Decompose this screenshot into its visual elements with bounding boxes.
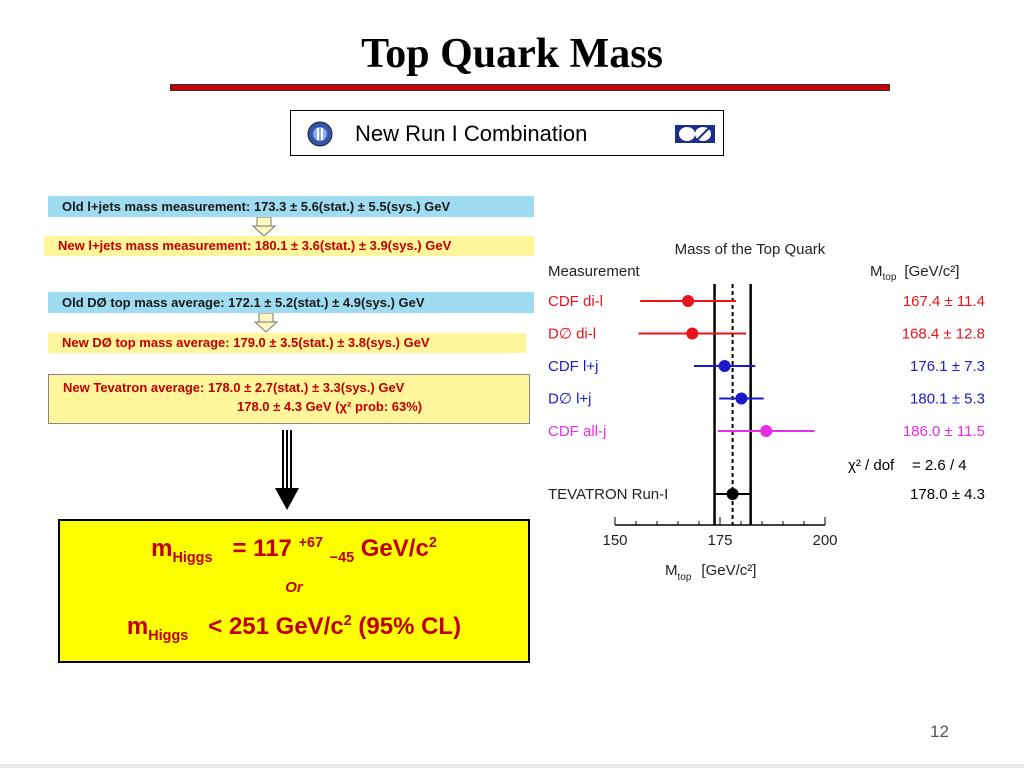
footer-rule [0, 764, 1024, 768]
higgs-upper-error: +67 [298, 535, 323, 551]
higgs-subscript: Higgs [148, 627, 189, 644]
measurement-point [760, 425, 773, 437]
measurement-point [682, 295, 695, 307]
measurement-label: CDF all-j [548, 423, 606, 440]
measurement-label: D∅ di-l [548, 326, 596, 343]
higgs-central-value: = 117 [232, 535, 292, 562]
cdf-logo-icon [307, 121, 333, 147]
top-mass-chart: Mass of the Top Quark Measurement Mtop [G… [548, 241, 985, 583]
measurement-point [686, 327, 699, 340]
x-tick-label: 175 [707, 532, 732, 549]
combined-value: 178.0 ± 4.3 [910, 486, 985, 503]
title-underline [170, 84, 890, 91]
plot-frame: 150 175 200 [602, 284, 838, 549]
tevatron-average-line1: New Tevatron average: 178.0 ± 2.7(stat.)… [63, 380, 405, 395]
measurement-value: 176.1 ± 7.3 [910, 358, 985, 375]
x-axis-subscript: top [678, 572, 692, 583]
measurement-point [718, 360, 731, 372]
tevatron-average-line2: 178.0 ± 4.3 GeV (χ² prob: 63%) [237, 399, 423, 414]
chart-title: Mass of the Top Quark [675, 241, 826, 258]
column-measurement-header: Measurement [548, 263, 641, 280]
chart-marks: CDF di-l 167.4 ± 11.4 D∅ di-l 168.4 ± 12.8 C… [548, 293, 985, 503]
higgs-unit-exponent: 2 [428, 535, 437, 551]
higgs-confidence-level: (95% CL) [358, 613, 462, 640]
chi2-value: = 2.6 / 4 [912, 457, 967, 474]
old-ljets-measurement: Old l+jets mass measurement: 173.3 ± 5.6… [48, 196, 534, 217]
higgs-subscript: Higgs [172, 549, 213, 566]
measurement-value: 168.4 ± 12.8 [902, 326, 985, 343]
run-combination-banner: New Run I Combination [290, 110, 724, 156]
higgs-or-text: Or [285, 579, 303, 596]
old-d0-average: Old DØ top mass average: 172.1 ± 5.2(sta… [48, 292, 534, 313]
column-value-unit: [GeV/c²] [904, 263, 959, 280]
slide-title: Top Quark Mass [361, 31, 663, 77]
x-axis-symbol: M [665, 562, 678, 579]
measurement-point [735, 392, 748, 405]
new-ljets-measurement: New l+jets mass measurement: 180.1 ± 3.6… [44, 236, 534, 256]
higgs-m-symbol: m [126, 613, 149, 640]
x-axis-label: Mtop [GeV/c²] [665, 562, 756, 583]
d0-logo-icon [675, 125, 715, 143]
higgs-lower-error: −45 [329, 549, 355, 566]
higgs-limit-value: < 251 GeV/c [208, 613, 344, 640]
higgs-unit-exponent: 2 [343, 613, 352, 629]
higgs-m-symbol: m [151, 535, 173, 562]
measurement-value: 186.0 ± 11.5 [903, 423, 985, 440]
x-tick-label: 200 [812, 532, 837, 549]
column-value-header: Mtop [GeV/c²] [870, 263, 959, 283]
measurement-value: 180.1 ± 5.3 [910, 391, 985, 408]
measurement-label: CDF di-l [548, 293, 603, 310]
higgs-mass-box: mHiggs = 117 +67 −45 GeV/c2 Or mHiggs < … [58, 519, 530, 663]
column-value-label: M [870, 263, 883, 280]
higgs-limit-line: mHiggs < 251 GeV/c2 (95% CL) [60, 613, 528, 644]
x-tick-label: 150 [602, 532, 627, 549]
big-down-arrow-icon [275, 430, 299, 510]
page-number: 12 [930, 722, 949, 741]
higgs-unit: GeV/c [360, 535, 429, 562]
new-d0-average: New DØ top mass average: 179.0 ± 3.5(sta… [48, 333, 526, 353]
higgs-mass-line: mHiggs = 117 +67 −45 GeV/c2 [60, 535, 528, 566]
measurement-label: D∅ l+j [548, 391, 592, 408]
combined-label: TEVATRON Run-I [548, 486, 668, 503]
down-arrow-icon [254, 313, 278, 333]
x-axis-unit: [GeV/c²] [701, 562, 756, 579]
measurement-value: 167.4 ± 11.4 [903, 293, 985, 310]
chi2-label: χ² / dof [848, 457, 895, 474]
column-value-subscript: top [883, 272, 897, 283]
measurement-label: CDF l+j [548, 358, 598, 375]
down-arrow-icon [252, 217, 276, 237]
tevatron-average-box: New Tevatron average: 178.0 ± 2.7(stat.)… [48, 374, 530, 424]
banner-text: New Run I Combination [355, 121, 588, 146]
combined-point [726, 488, 739, 500]
